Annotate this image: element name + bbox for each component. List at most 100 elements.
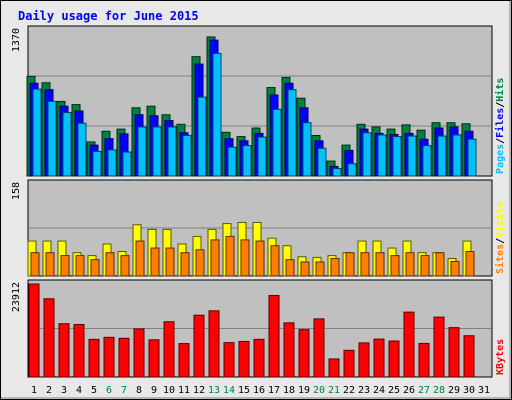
sites-bar [345, 252, 355, 277]
kbytes-bar [223, 342, 235, 378]
kbytes-bar [328, 358, 340, 378]
kbytes-bar [148, 339, 160, 378]
sites-bar [120, 255, 130, 277]
day-label: 26 [403, 385, 415, 396]
day-label: 7 [121, 385, 127, 396]
pages-bar [32, 88, 42, 177]
sites-bar [285, 259, 295, 277]
sites-bar [90, 259, 100, 277]
kbytes-bar [298, 329, 310, 378]
sites-bar [300, 261, 310, 277]
sites-bar [105, 252, 115, 277]
pages-bar [302, 122, 312, 177]
pages-bar [212, 52, 222, 177]
sites-bar [150, 247, 160, 277]
pages-bar [422, 145, 432, 177]
kbytes-bar [358, 342, 370, 378]
pages-bar [77, 122, 87, 177]
kbytes-bar [178, 343, 190, 378]
pages-bar [197, 96, 207, 177]
sites-bar [135, 240, 145, 277]
y-max-label: 158 [11, 182, 22, 200]
day-label: 17 [268, 385, 280, 396]
kbytes-bar [283, 322, 295, 378]
kbytes-bar [133, 328, 145, 378]
pages-bar [47, 100, 57, 177]
sites-bar [255, 240, 265, 277]
pages-bar [377, 134, 387, 177]
legend: KBytes [495, 339, 506, 375]
day-label: 23 [358, 385, 370, 396]
sites-bar [75, 255, 85, 277]
kbytes-bar [433, 316, 445, 378]
sites-visits-panel: 158 Sites/Visits [11, 179, 506, 277]
pages-bar [242, 145, 252, 177]
pages-bar [272, 108, 282, 177]
sites-bar [435, 252, 445, 277]
kbytes-bar [388, 340, 400, 378]
pages-bar [227, 146, 237, 177]
sites-bar [465, 251, 475, 277]
kbytes-bar [43, 298, 55, 378]
kbytes-bar [403, 311, 415, 378]
sites-bar [375, 252, 385, 277]
day-label: 8 [136, 385, 142, 396]
sites-bar [30, 252, 40, 277]
legend-separator: / [495, 138, 506, 144]
pages-bar [287, 89, 297, 177]
pages-bar [347, 163, 357, 177]
kbytes-bar [268, 294, 280, 378]
kbytes-bar [88, 338, 100, 378]
kbytes-bar [343, 349, 355, 378]
kbytes-bar [163, 321, 175, 378]
day-label: 24 [373, 385, 385, 396]
day-label: 19 [298, 385, 310, 396]
day-label: 31 [478, 385, 490, 396]
day-label: 28 [433, 385, 445, 396]
day-label: 9 [151, 385, 157, 396]
day-label: 5 [91, 385, 97, 396]
day-label: 29 [448, 385, 460, 396]
sites-bar [180, 252, 190, 277]
legend-item-visits: Visits [494, 202, 506, 238]
pages-bar [257, 136, 267, 177]
pages-bar [407, 135, 417, 177]
sites-bar [405, 252, 415, 277]
chart-title: Daily usage for June 2015 [18, 9, 199, 23]
legend: Sites/Visits [494, 202, 506, 274]
day-label: 2 [46, 385, 52, 396]
pages-bar [137, 126, 147, 177]
legend-item-pages: Pages [495, 144, 506, 174]
day-label: 25 [388, 385, 400, 396]
day-axis: 1 2 3 4 5 6 7 8 9 10 11 12 13 14 15 16 17 18 19 20 21 22 23 24 2… [31, 385, 490, 396]
day-label: 6 [106, 385, 112, 396]
legend-item-hits: Hits [494, 78, 506, 102]
day-label: 21 [328, 385, 340, 396]
sites-bar [195, 249, 205, 277]
kbytes-bar [373, 338, 385, 378]
sites-bar [360, 252, 370, 277]
y-max-label: 23912 [11, 282, 22, 312]
pages-bar [122, 151, 132, 177]
sites-bar [390, 255, 400, 277]
day-label: 18 [283, 385, 295, 396]
legend-separator: / [495, 102, 506, 108]
sites-bar [45, 252, 55, 277]
day-label: 1 [31, 385, 37, 396]
pages-bar [392, 136, 402, 177]
y-max-label: 1370 [11, 28, 22, 52]
day-label: 20 [313, 385, 325, 396]
sites-bar [330, 258, 340, 277]
sites-bar [240, 239, 250, 277]
kbytes-bar [103, 336, 115, 378]
pages-bar [107, 149, 117, 177]
sites-bar [315, 261, 325, 277]
sites-bar [60, 255, 70, 277]
pages-bar [452, 134, 462, 177]
pages-bar [92, 150, 102, 177]
kbytes-bar [238, 340, 250, 378]
pages-bar [467, 138, 477, 177]
pages-bar [317, 147, 327, 177]
